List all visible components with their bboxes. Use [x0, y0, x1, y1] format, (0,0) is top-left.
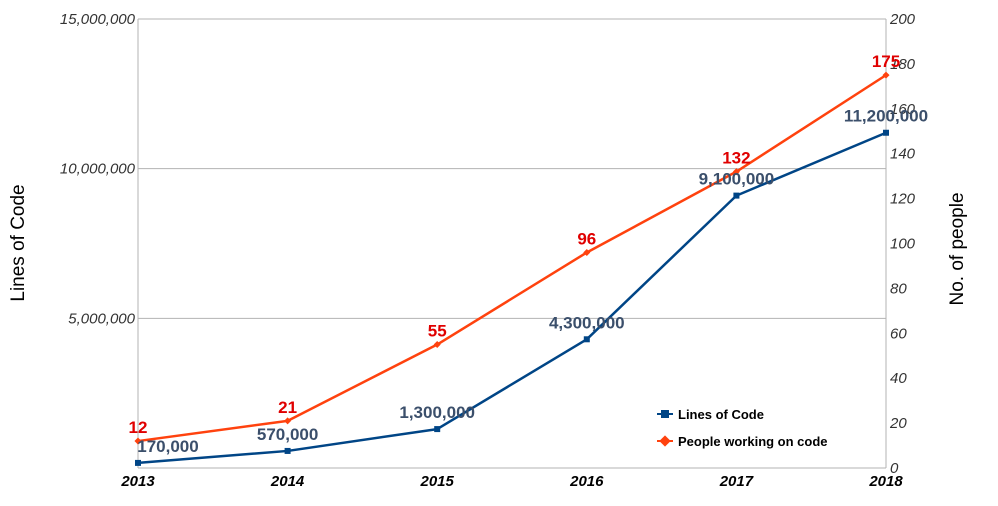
x-tick-label: 2015	[420, 473, 455, 490]
y-right-tick-label: 0	[890, 460, 899, 477]
data-point-lines-of-code	[733, 192, 740, 199]
legend-label-lines-of-code: Lines of Code	[678, 407, 764, 422]
data-point-people	[882, 71, 890, 79]
legend: Lines of Code People working on code	[657, 407, 828, 449]
x-tick-label: 2018	[868, 473, 903, 490]
y-right-tick-label: 80	[890, 280, 907, 297]
data-point-lines-of-code	[583, 336, 590, 343]
data-label-people: 132	[722, 149, 750, 168]
data-label-lines-of-code: 570,000	[257, 425, 318, 444]
data-point-people	[134, 437, 142, 445]
legend-label-people: People working on code	[678, 434, 828, 449]
data-label-people: 21	[278, 398, 297, 417]
y-right-axis-title: No. of people	[947, 192, 968, 305]
y-right-tick-label: 40	[890, 370, 907, 387]
data-point-lines-of-code	[883, 129, 889, 136]
data-label-people: 12	[129, 418, 148, 437]
y-right-tick-label: 180	[890, 56, 916, 73]
x-tick-label: 2013	[120, 473, 155, 490]
legend-marker-lines-of-code	[661, 410, 669, 418]
gridlines	[138, 18, 886, 319]
tick-labels: 5,000,000 10,000,000 15,000,000 0 20 40 60 80 10…	[60, 11, 916, 490]
data-point-lines-of-code	[434, 426, 441, 433]
data-labels: 170,000 570,000 1,300,000 4,300,000 9,100,00…	[129, 52, 929, 456]
y-left-tick-label: 5,000,000	[68, 310, 135, 327]
y-right-tick-label: 60	[890, 325, 907, 342]
data-point-people	[433, 340, 441, 349]
x-tick-label: 2014	[270, 473, 305, 490]
axes	[137, 19, 887, 469]
x-tick-label: 2016	[569, 473, 604, 490]
y-right-tick-label: 140	[890, 146, 916, 163]
series	[134, 71, 890, 466]
y-right-tick-label: 100	[890, 236, 916, 253]
data-label-lines-of-code: 9,100,000	[699, 170, 775, 189]
data-point-people	[284, 417, 292, 425]
y-right-tick-label: 20	[889, 415, 907, 432]
data-label-people: 175	[872, 52, 900, 71]
data-label-people: 96	[577, 229, 596, 248]
y-right-tick-label: 160	[890, 101, 916, 118]
y-left-tick-label: 15,000,000	[60, 11, 136, 28]
y-left-axis-title: Lines of Code	[8, 184, 29, 301]
data-label-lines-of-code: 170,000	[137, 437, 198, 456]
y-left-tick-label: 10,000,000	[60, 161, 136, 178]
data-label-people: 55	[428, 322, 447, 341]
data-point-lines-of-code	[284, 447, 291, 454]
data-point-people	[732, 168, 740, 176]
x-tick-label: 2017	[719, 473, 754, 490]
data-label-lines-of-code: 4,300,000	[549, 313, 625, 332]
legend-item-people: People working on code	[657, 434, 828, 449]
series-line-lines-of-code	[137, 131, 887, 465]
data-point-lines-of-code	[135, 459, 141, 466]
series-line-people	[137, 74, 887, 443]
y-right-tick-label: 120	[890, 191, 916, 208]
data-label-lines-of-code: 1,300,000	[399, 403, 475, 422]
legend-item-lines-of-code: Lines of Code	[657, 407, 764, 422]
legend-marker-people	[659, 435, 671, 447]
data-point-people	[583, 248, 591, 257]
data-label-lines-of-code: 11,200,000	[844, 107, 928, 126]
y-right-tick-label: 200	[889, 11, 916, 28]
